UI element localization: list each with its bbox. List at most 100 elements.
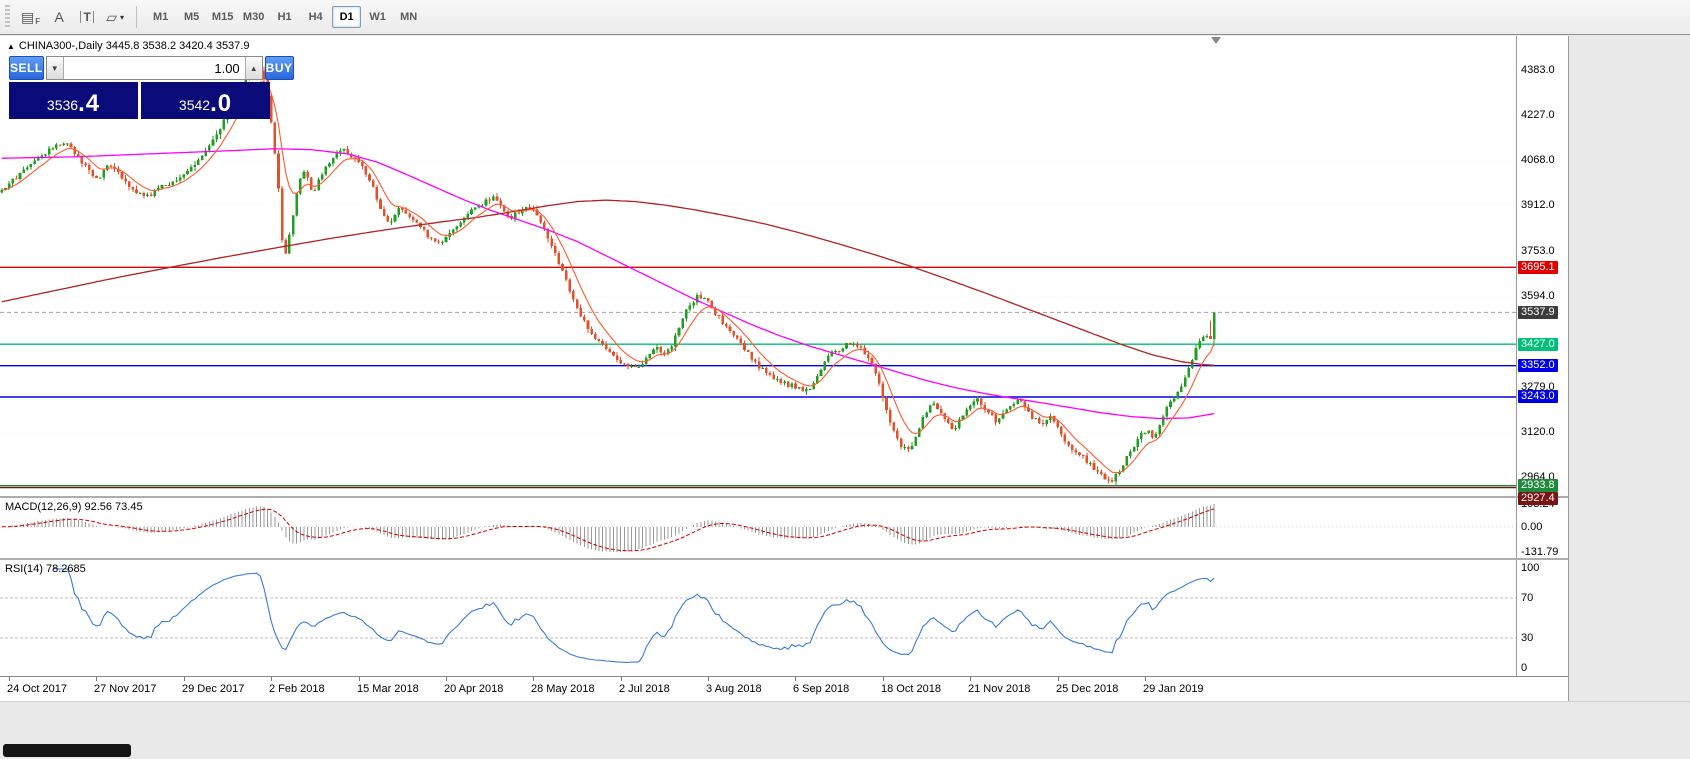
time-axis-label: 2 Feb 2018 [269, 683, 325, 695]
macd-label: MACD(12,26,9) 92.56 73.45 [5, 501, 143, 513]
price-tick-label: 3912.0 [1521, 199, 1555, 212]
time-axis-label: 6 Sep 2018 [793, 683, 850, 695]
shapes-dropdown-icon[interactable]: ▱ ▾ [106, 9, 125, 25]
price-badge: 3243.0 [1518, 390, 1558, 404]
rsi-label: RSI(14) 78.2685 [5, 563, 86, 575]
time-axis-tick [533, 677, 534, 681]
main-chart[interactable]: ▲ CHINA300-,Daily 3445.8 3538.2 3420.4 3… [0, 36, 1516, 496]
panel-splitter [0, 676, 1568, 677]
time-axis-label: 3 Aug 2018 [706, 683, 762, 695]
rsi-panel[interactable]: RSI(14) 78.2685 [0, 560, 1516, 676]
panel-splitter[interactable] [0, 496, 1568, 498]
time-axis-tick [184, 677, 185, 681]
time-axis-label: 29 Jan 2019 [1143, 683, 1204, 695]
time-axis-label: 27 Nov 2017 [94, 683, 157, 695]
bottom-window-tab[interactable] [3, 744, 131, 757]
panel-splitter[interactable] [0, 558, 1568, 560]
price-tick-label: 3120.0 [1521, 426, 1555, 439]
sell-price-display[interactable]: 3536.4 [9, 82, 138, 119]
buy-price-main: 3542 [178, 97, 211, 113]
timeframe-button-h1[interactable]: H1 [277, 11, 292, 23]
right-margin-area [1568, 36, 1690, 701]
time-axis-label: 24 Oct 2017 [7, 683, 67, 695]
text-tool-icon[interactable]: T [74, 5, 100, 29]
time-axis[interactable]: 24 Oct 2017 27 Nov 2017 29 Dec 2017 2 Feb 2… [0, 677, 1568, 701]
sell-price-main: 3536 [46, 97, 79, 113]
price-tick-label: 3594.0 [1521, 290, 1555, 303]
time-axis-label: 20 Apr 2018 [444, 683, 504, 695]
price-badge: 3427.0 [1518, 337, 1558, 351]
text-label-icon[interactable]: A [54, 9, 64, 25]
bottom-strip [0, 701, 1690, 759]
timeframe-button-m15[interactable]: M15 [211, 11, 234, 23]
candlestick-chart-canvas[interactable] [0, 36, 1516, 496]
price-badge: 3537.9 [1518, 305, 1558, 319]
timeframe-button-h4[interactable]: H4 [308, 11, 323, 23]
price-badge: 2927.4 [1518, 492, 1558, 506]
time-axis-label: 2 Jul 2018 [619, 683, 670, 695]
rsi-scale-label: 30 [1521, 632, 1534, 644]
time-axis-tick [1058, 677, 1059, 681]
price-tick-label: 3279.0 [1521, 380, 1555, 393]
timeframe-button-mn[interactable]: MN [400, 11, 418, 23]
volume-increase-button[interactable]: ▲ [244, 57, 262, 79]
time-axis-label: 21 Nov 2018 [968, 683, 1031, 695]
toolbar-grip[interactable] [5, 5, 10, 29]
volume-stepper: ▼ ▲ [45, 56, 263, 80]
one-click-trading-panel: SELL ▼ ▲ BUY 3536.4 3542.0 [9, 56, 294, 119]
rsi-scale[interactable]: 100 70 30 0 [1516, 560, 1568, 676]
volume-decrease-button[interactable]: ▼ [46, 57, 64, 79]
time-axis-tick [9, 677, 10, 681]
price-tick-label: 4227.0 [1521, 108, 1555, 121]
timeframe-button-w1[interactable]: W1 [369, 11, 386, 23]
time-axis-label: 25 Dec 2018 [1056, 683, 1119, 695]
buy-price-pips: .0 [210, 90, 233, 117]
timeframe-button-m5[interactable]: M5 [183, 11, 200, 23]
price-tick-label: 4383.0 [1521, 63, 1555, 76]
rsi-scale-label: 100 [1521, 562, 1540, 574]
price-tick-label: 4068.0 [1521, 154, 1555, 167]
bar-direction-marker-icon: ▲ [7, 41, 15, 51]
drawing-tools-group: ▤ F A T ▱ ▾ [17, 5, 128, 29]
timeframe-button-m30[interactable]: M30 [242, 11, 265, 23]
time-axis-tick [359, 677, 360, 681]
buy-button[interactable]: BUY [264, 56, 294, 80]
chevron-down-icon: ▾ [120, 12, 125, 22]
time-axis-label: 29 Dec 2017 [182, 683, 245, 695]
chart-shift-marker[interactable] [1211, 37, 1221, 44]
time-axis-label: 28 May 2018 [531, 683, 595, 695]
time-axis-tick [271, 677, 272, 681]
timeframe-button-d1[interactable]: D1 [332, 6, 362, 28]
time-axis-tick [96, 677, 97, 681]
time-axis-tick [883, 677, 884, 681]
buy-price-display[interactable]: 3542.0 [141, 82, 270, 119]
rsi-chart-canvas[interactable] [0, 560, 1516, 676]
macd-panel[interactable]: MACD(12,26,9) 92.56 73.45 [0, 498, 1516, 558]
time-axis-tick [708, 677, 709, 681]
sell-button[interactable]: SELL [9, 56, 44, 80]
rsi-scale-label: 70 [1521, 592, 1534, 604]
price-badge: 3695.1 [1518, 260, 1558, 274]
timeframe-button-m1[interactable]: M1 [152, 11, 169, 23]
symbol-ohlc-text: CHINA300-,Daily 3445.8 3538.2 3420.4 353… [18, 40, 250, 52]
time-axis-tick [970, 677, 971, 681]
sell-price-pips: .4 [78, 90, 101, 117]
time-axis-tick [795, 677, 796, 681]
time-axis-tick [446, 677, 447, 681]
macd-chart-canvas[interactable] [0, 498, 1516, 558]
price-scale[interactable]: 4383.0 4227.0 4068.0 3912.0 3753.0 3594.0 3279… [1516, 36, 1568, 506]
time-axis-label: 15 Mar 2018 [357, 683, 419, 695]
line-studies-icon-sub: F [35, 17, 41, 26]
volume-input[interactable] [63, 57, 245, 79]
chart-window: ▲ CHINA300-,Daily 3445.8 3538.2 3420.4 3… [0, 36, 1690, 701]
line-studies-icon[interactable]: ▤ F [21, 9, 41, 26]
time-axis-tick [621, 677, 622, 681]
price-tick-label: 3753.0 [1521, 244, 1555, 257]
price-badge: 3352.0 [1518, 359, 1558, 373]
time-axis-label: 18 Oct 2018 [881, 683, 941, 695]
rsi-scale-label: 0 [1521, 662, 1528, 674]
macd-scale[interactable]: 103.240.00-131.79 [1516, 498, 1568, 558]
macd-scale-label: 0.00 [1521, 520, 1543, 533]
symbol-ohlc-header: ▲ CHINA300-,Daily 3445.8 3538.2 3420.4 3… [7, 40, 249, 52]
macd-scale-label: -131.79 [1521, 546, 1559, 558]
